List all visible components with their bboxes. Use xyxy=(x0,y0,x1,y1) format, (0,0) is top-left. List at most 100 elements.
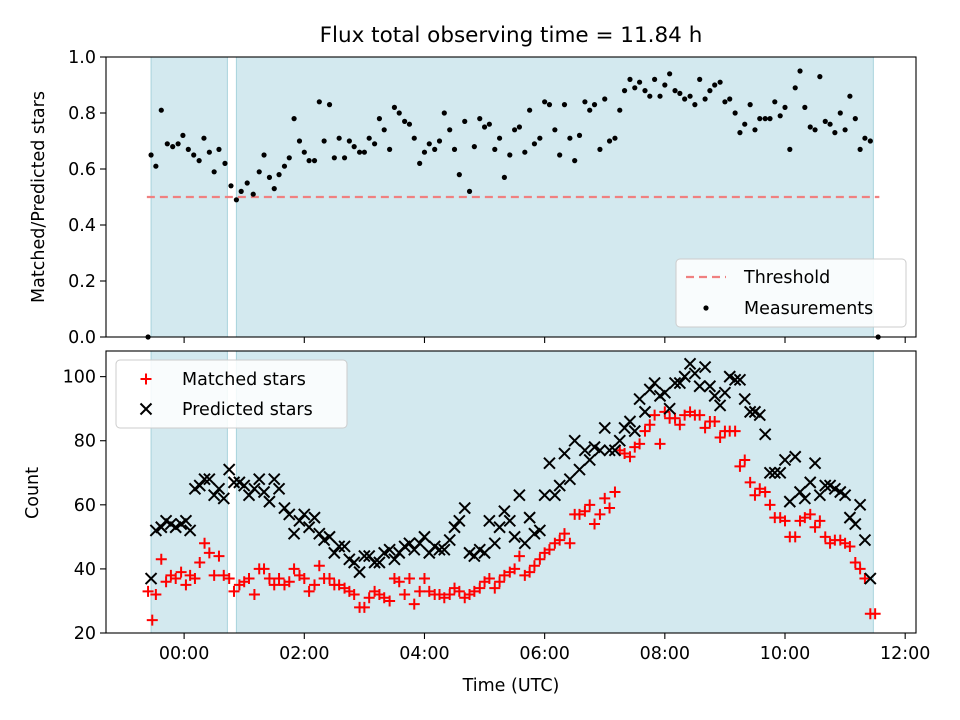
measurement-point-78 xyxy=(542,99,548,105)
measurement-point-5 xyxy=(170,144,176,150)
legend-predicted-marker xyxy=(139,402,153,416)
matched-point-69 xyxy=(483,573,495,585)
matched-point-25 xyxy=(263,573,275,585)
predicted-point-19 xyxy=(237,479,251,492)
measurement-point-2 xyxy=(153,163,159,169)
legend-predicted-label: Predicted stars xyxy=(182,400,313,420)
top-legend: Threshold Measurements xyxy=(675,258,907,328)
measurement-point-61 xyxy=(456,172,462,178)
legend-measurements-swatch xyxy=(703,305,709,311)
predicted-point-16 xyxy=(222,463,236,476)
top-ytick-label-0: 0.0 xyxy=(68,328,96,348)
top-ytick-label-5: 1.0 xyxy=(68,48,96,68)
matched-point-107 xyxy=(674,419,686,431)
matched-point-120 xyxy=(739,454,751,466)
predicted-point-134 xyxy=(813,488,827,502)
measurement-point-89 xyxy=(597,146,603,152)
predicted-point-129 xyxy=(789,450,802,463)
predicted-point-36 xyxy=(323,530,336,544)
measurement-point-9 xyxy=(191,152,197,158)
predicted-point-81 xyxy=(548,488,562,502)
predicted-point-10 xyxy=(193,479,206,492)
measurement-point-90 xyxy=(602,96,608,102)
measurement-point-99 xyxy=(647,93,653,99)
bottom-y-axis-label: Count xyxy=(23,467,43,519)
matched-point-1 xyxy=(146,614,158,626)
measurement-point-73 xyxy=(516,124,523,130)
matched-point-11 xyxy=(194,557,206,568)
legend-matched-swatch xyxy=(140,373,152,385)
matched-point-134 xyxy=(809,521,821,533)
measurement-point-79 xyxy=(546,102,553,108)
predicted-point-127 xyxy=(778,453,792,467)
predicted-point-128 xyxy=(783,495,797,508)
matched-point-122 xyxy=(749,489,761,501)
predicted-point-133 xyxy=(808,456,822,470)
measurement-point-17 xyxy=(233,197,239,203)
predicted-point-8 xyxy=(183,524,197,537)
matched-point-49 xyxy=(384,595,396,607)
legend-matched-label: Matched stars xyxy=(182,370,306,390)
measurement-point-56 xyxy=(432,146,438,152)
bottom-panel-frame xyxy=(105,350,917,634)
predicted-stars-points xyxy=(144,357,877,585)
matched-point-13 xyxy=(203,547,215,559)
measurement-point-95 xyxy=(627,76,633,82)
matched-point-106 xyxy=(669,412,681,424)
measurement-point-70 xyxy=(501,174,507,180)
matched-point-92 xyxy=(599,492,611,504)
measurement-point-46 xyxy=(381,127,387,133)
matched-point-143 xyxy=(854,563,866,575)
measurement-point-60 xyxy=(451,146,458,152)
measurement-point-15 xyxy=(222,160,228,166)
predicted-point-69 xyxy=(488,537,501,550)
matched-point-81 xyxy=(543,544,555,556)
matched-point-2 xyxy=(150,589,162,601)
predicted-point-91 xyxy=(598,421,611,435)
matched-point-53 xyxy=(403,573,415,585)
measurement-point-107 xyxy=(687,93,693,99)
matched-point-55 xyxy=(414,585,426,597)
matched-point-101 xyxy=(644,419,656,431)
measurement-point-127 xyxy=(787,146,793,152)
predicted-point-105 xyxy=(668,376,682,390)
matched-point-22 xyxy=(248,589,260,601)
measurement-point-109 xyxy=(697,76,703,82)
predicted-point-104 xyxy=(663,402,676,415)
measurement-point-42 xyxy=(361,149,367,155)
matched-point-18 xyxy=(228,585,240,597)
matched-point-130 xyxy=(789,531,801,543)
top-ytick-label-1: 0.2 xyxy=(68,272,96,292)
predicted-point-73 xyxy=(508,530,521,544)
matched-point-91 xyxy=(594,508,606,520)
matched-point-90 xyxy=(589,518,601,530)
predicted-point-75 xyxy=(518,537,532,550)
predicted-point-39 xyxy=(338,540,351,553)
matched-point-136 xyxy=(819,531,831,543)
predicted-point-86 xyxy=(573,463,586,476)
measurement-point-50 xyxy=(402,118,408,124)
predicted-point-45 xyxy=(368,556,381,569)
predicted-point-103 xyxy=(658,386,672,399)
predicted-point-37 xyxy=(328,546,341,560)
predicted-point-72 xyxy=(503,514,517,528)
matched-point-118 xyxy=(729,425,741,437)
measurement-point-71 xyxy=(507,152,513,158)
predicted-point-23 xyxy=(257,485,271,499)
matched-point-100 xyxy=(639,425,651,437)
measurement-point-35 xyxy=(326,102,333,108)
matched-point-133 xyxy=(804,508,816,520)
measurement-point-33 xyxy=(316,99,322,105)
predicted-point-11 xyxy=(198,472,211,486)
predicted-point-68 xyxy=(483,514,496,528)
predicted-point-80 xyxy=(543,456,556,470)
bottom-xtick-label-6: 12:00 xyxy=(880,644,930,664)
measurement-point-97 xyxy=(636,79,643,85)
matched-point-70 xyxy=(489,582,501,594)
matched-point-24 xyxy=(258,563,270,575)
predicted-point-22 xyxy=(253,472,266,486)
measurement-point-48 xyxy=(391,104,398,110)
measurement-point-76 xyxy=(531,141,538,147)
measurement-point-124 xyxy=(772,99,778,105)
